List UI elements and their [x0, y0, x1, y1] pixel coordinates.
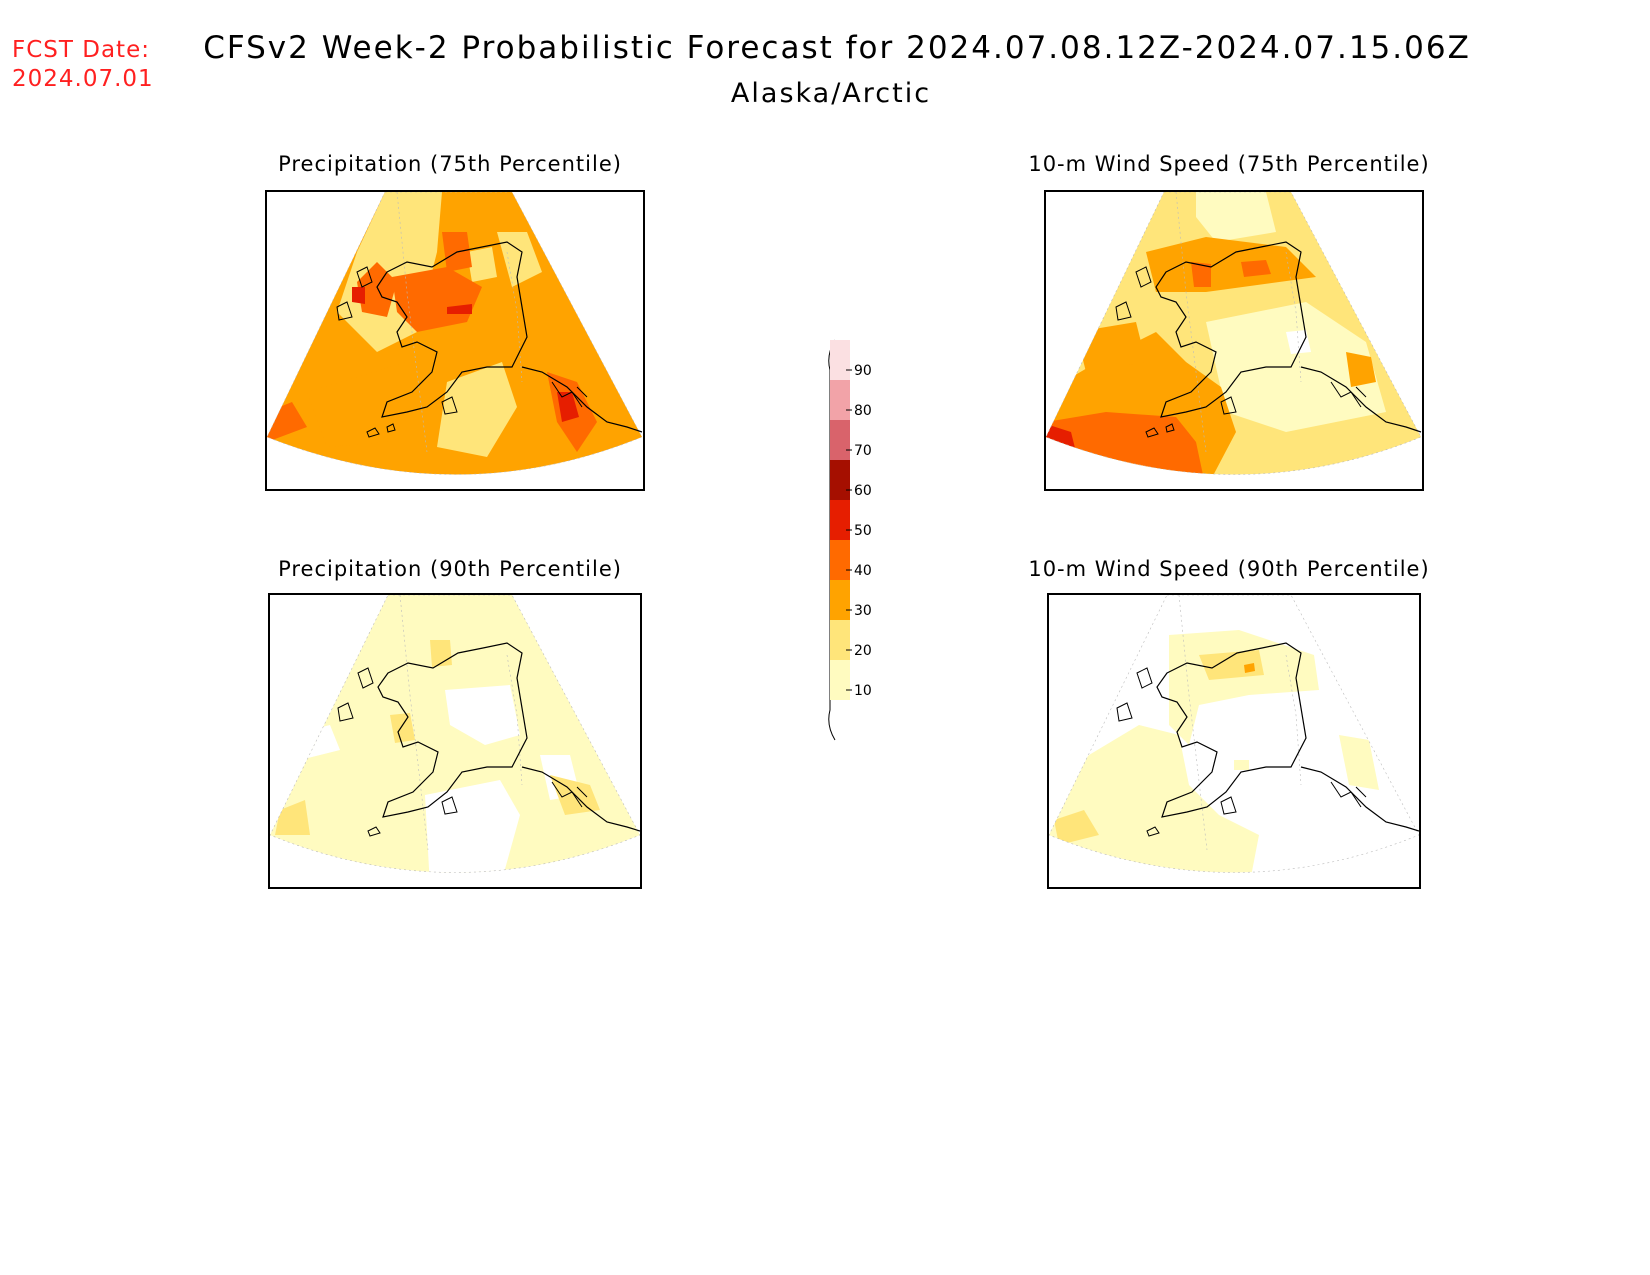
map-panel-precip-90: [268, 593, 642, 889]
colorbar-swatch: [830, 580, 850, 620]
colorbar-swatch: [830, 660, 850, 700]
colorbar-swatches: [830, 340, 850, 700]
precip-90-map: [270, 595, 640, 873]
wind-90-map: [1049, 595, 1419, 887]
colorbar-tick-label: 50: [854, 523, 872, 539]
colorbar: 10 20 30 40 50 60 70 80 90: [828, 339, 872, 741]
colorbar-swatch: [830, 540, 850, 580]
colorbar-tick-label: 80: [854, 403, 872, 419]
colorbar-tick-label: 10: [854, 683, 872, 699]
panel-title-precip-90: Precipitation (90th Percentile): [278, 557, 622, 581]
wind-75-map: [1046, 192, 1422, 475]
colorbar-tick-label: 40: [854, 563, 872, 579]
main-title: CFSv2 Week-2 Probabilistic Forecast for …: [203, 30, 1471, 66]
region-title: Alaska/Arctic: [730, 78, 932, 109]
fcst-date-label: FCST Date:: [12, 37, 150, 63]
colorbar-labels: 10 20 30 40 50 60 70 80 90: [846, 363, 872, 699]
colorbar-swatch: [830, 500, 850, 540]
colorbar-swatch: [830, 620, 850, 660]
colorbar-swatch: [830, 340, 850, 380]
colorbar-tick-label: 90: [854, 363, 872, 379]
panel-title-wind-75: 10-m Wind Speed (75th Percentile): [1028, 152, 1430, 176]
colorbar-tick-label: 60: [854, 483, 872, 499]
panel-title-precip-75: Precipitation (75th Percentile): [278, 152, 622, 176]
colorbar-swatch: [830, 380, 850, 420]
map-panel-wind-75: [1044, 190, 1424, 491]
forecast-date-block: FCST Date: 2024.07.01: [12, 36, 154, 94]
colorbar-swatch: [830, 460, 850, 500]
precip-75-map: [267, 192, 643, 475]
panel-title-wind-90: 10-m Wind Speed (90th Percentile): [1028, 557, 1430, 581]
colorbar-tick-label: 20: [854, 643, 872, 659]
colorbar-tick-label: 70: [854, 443, 872, 459]
map-panel-wind-90: [1047, 593, 1421, 889]
colorbar-tick-label: 30: [854, 603, 872, 619]
fcst-date-value: 2024.07.01: [12, 66, 154, 92]
colorbar-swatch: [830, 420, 850, 460]
map-panel-precip-75: [265, 190, 645, 491]
